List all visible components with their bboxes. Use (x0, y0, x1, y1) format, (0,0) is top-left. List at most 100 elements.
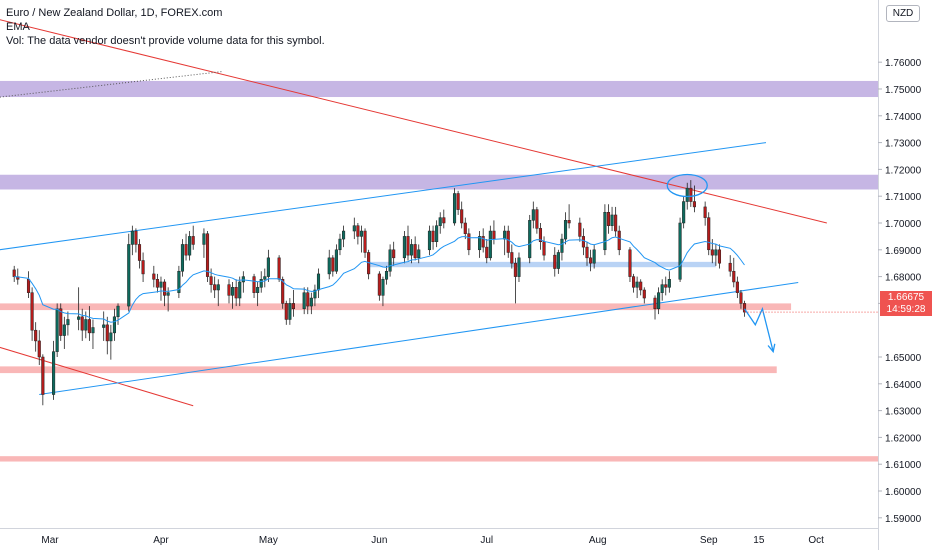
candle-body (467, 233, 471, 251)
candle (381, 276, 385, 307)
candle (109, 324, 113, 360)
candle-body (62, 324, 66, 336)
candle (102, 311, 106, 341)
candle-body (306, 292, 310, 307)
candle-body (313, 289, 317, 299)
candle-body (660, 284, 664, 293)
candle (631, 273, 636, 293)
candle (213, 276, 217, 299)
candle (664, 276, 668, 296)
candle-body (739, 292, 743, 304)
time-tick-label: Sep (700, 535, 718, 546)
last-price-label: 1.66675 14:59:28 (880, 291, 932, 316)
candle (703, 201, 707, 226)
candle (359, 225, 364, 253)
candle (603, 204, 607, 256)
candle-body (513, 262, 517, 277)
candle (492, 220, 496, 245)
candle (653, 295, 657, 320)
candle (59, 303, 63, 341)
candle (241, 271, 245, 293)
candle (585, 241, 589, 266)
symbol-title: Euro / New Zealand Dollar, 1D, FOREX.com (6, 7, 223, 19)
candle-body (34, 329, 38, 342)
candle-body (66, 319, 70, 326)
candle (506, 225, 510, 258)
candle-body (542, 241, 546, 256)
candle-body (535, 209, 539, 229)
candle (542, 236, 546, 261)
candle-body (238, 281, 242, 299)
candle (306, 287, 310, 315)
candle (216, 279, 220, 307)
candles-layer[interactable] (12, 180, 747, 406)
price-tick-label: 1.62000 (885, 433, 922, 444)
candle (87, 306, 91, 341)
candle (513, 257, 517, 304)
candle-body (678, 222, 682, 280)
zone-blue-2 (368, 261, 716, 268)
candle-body (102, 324, 106, 328)
candle-body (710, 249, 714, 256)
candle-body (363, 230, 367, 253)
candle (41, 354, 45, 406)
candle (155, 273, 159, 293)
candle-body (256, 287, 260, 293)
candle (481, 228, 485, 253)
candle-body (59, 308, 63, 336)
price-axis-bg (878, 0, 932, 550)
candle-body (263, 276, 267, 280)
candle-body (77, 316, 81, 320)
candle-body (277, 257, 281, 280)
candle (567, 204, 571, 229)
candle-body (563, 220, 568, 240)
candle (592, 244, 596, 269)
candle-body (735, 281, 739, 293)
candle (392, 241, 396, 266)
candle-body (141, 260, 145, 275)
candle-body (402, 236, 406, 259)
candle-body (442, 217, 446, 224)
indicator-label: EMA (6, 21, 30, 33)
price-tick-label: 1.60000 (885, 487, 922, 498)
candle (252, 273, 256, 299)
candle (112, 308, 116, 341)
candle (556, 249, 560, 274)
candle-body (316, 273, 321, 291)
candle-body (603, 212, 607, 251)
candle-body (209, 276, 213, 285)
candle-body (667, 279, 671, 288)
candle-body (417, 249, 421, 259)
candle (291, 289, 295, 317)
candle (442, 209, 446, 229)
candle-body (252, 276, 256, 293)
candle (606, 204, 611, 234)
candle-body (585, 246, 589, 259)
candle (735, 276, 739, 299)
candle-body (657, 292, 661, 310)
candle (180, 239, 185, 277)
candle (12, 265, 16, 282)
price-tick-label: 1.73000 (885, 139, 922, 150)
candle (384, 265, 389, 285)
candle-body (685, 187, 689, 202)
candle-body (309, 297, 313, 307)
currency-button[interactable]: NZD (886, 5, 920, 22)
candle-body (37, 340, 41, 358)
candle (266, 249, 270, 282)
volume-note: Vol: The data vendor doesn't provide vol… (6, 35, 325, 47)
zone-purple-1 (0, 174, 878, 190)
candle-body (478, 236, 482, 251)
candle (281, 276, 285, 309)
candle-body (105, 324, 109, 342)
candle-body (460, 209, 464, 224)
trendline-purple-dotted-4 (0, 71, 222, 98)
candle (610, 206, 614, 232)
candle (485, 239, 489, 264)
candle-body (664, 284, 668, 288)
candle-body (334, 249, 338, 272)
candle (742, 300, 747, 317)
price-tick-label: 1.74000 (885, 112, 922, 123)
zone-red-5 (0, 456, 878, 462)
